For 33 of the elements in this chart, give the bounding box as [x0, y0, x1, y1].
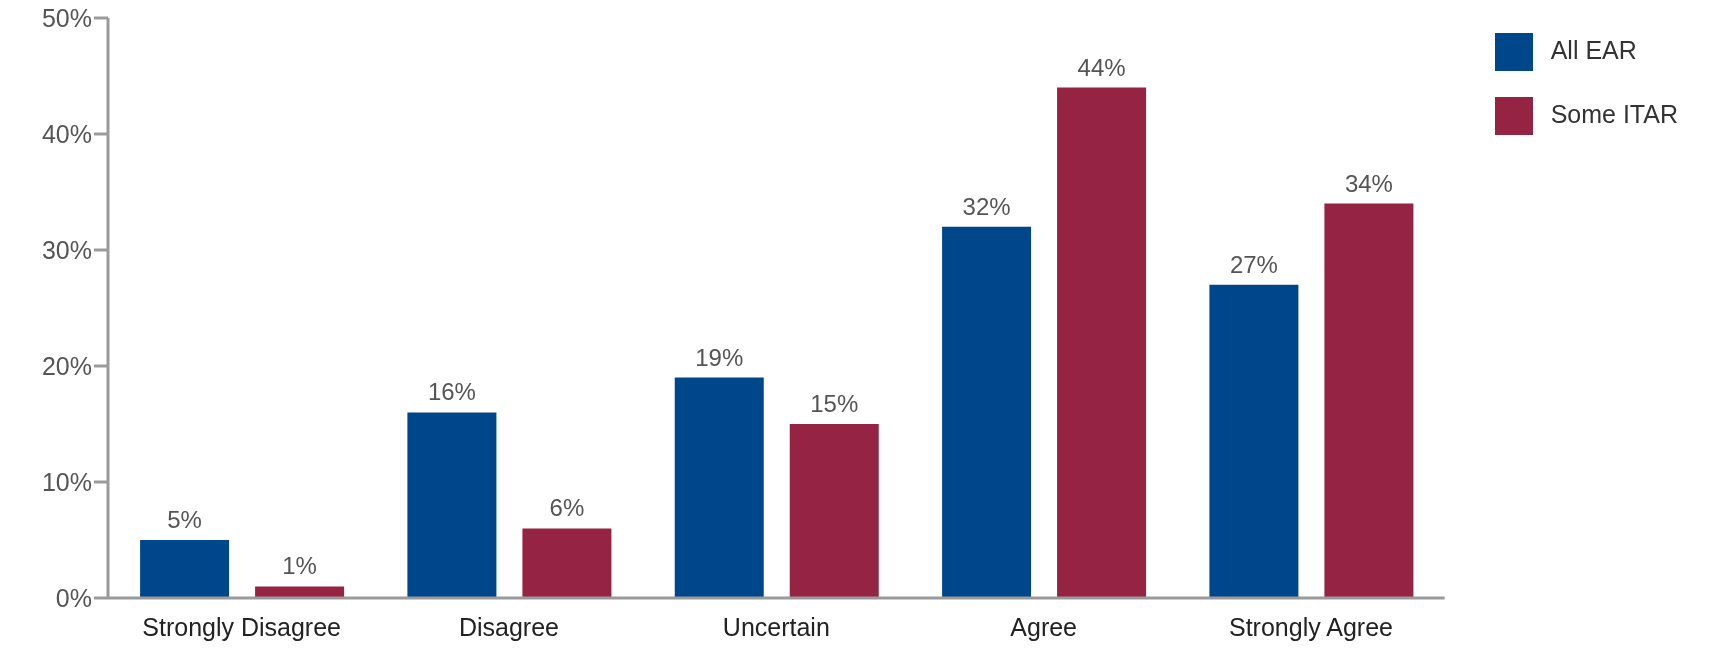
bar: [1209, 284, 1299, 598]
data-label: 6%: [549, 494, 585, 522]
bar: [1057, 87, 1147, 598]
data-label: 44%: [1077, 53, 1126, 81]
y-tick-label: 30%: [41, 235, 92, 264]
data-label: 15%: [810, 390, 859, 417]
data-label: 32%: [962, 192, 1011, 220]
x-tick-label: Uncertain: [722, 612, 830, 641]
x-tick-label: Strongly Agree: [1228, 612, 1393, 641]
x-tick-label: Strongly Disagree: [142, 612, 342, 641]
y-tick-label: 50%: [41, 3, 92, 32]
y-tick-label: 0%: [55, 583, 92, 612]
y-tick-label: 10%: [41, 467, 92, 496]
bar: [1324, 203, 1414, 598]
x-tick-label: Agree: [1010, 612, 1078, 641]
data-label: 19%: [695, 343, 744, 371]
data-label: 1%: [282, 552, 317, 580]
data-label: 27%: [1229, 250, 1278, 278]
data-label: 16%: [427, 378, 476, 406]
legend-label: All EAR: [1550, 36, 1637, 64]
legend-label: Some ITAR: [1550, 100, 1678, 128]
data-label: 34%: [1344, 169, 1393, 197]
bar: [522, 528, 612, 598]
x-tick-label: Disagree: [458, 612, 560, 641]
data-label: 5%: [167, 506, 202, 533]
bar: [674, 377, 764, 598]
bar: [942, 226, 1032, 598]
bar: [789, 424, 879, 598]
bar: [255, 586, 345, 598]
y-tick-label: 20%: [41, 351, 92, 380]
bar: [407, 412, 497, 598]
bar: [140, 540, 230, 598]
y-tick-label: 40%: [41, 119, 92, 148]
